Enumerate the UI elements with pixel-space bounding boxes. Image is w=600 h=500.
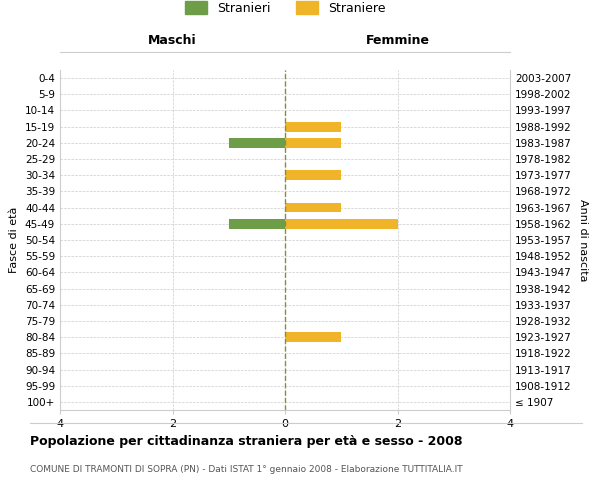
Bar <box>285 203 341 212</box>
Bar <box>229 138 285 147</box>
Bar <box>285 170 341 180</box>
Bar <box>229 219 285 228</box>
Text: Femmine: Femmine <box>365 34 430 48</box>
Text: COMUNE DI TRAMONTI DI SOPRA (PN) - Dati ISTAT 1° gennaio 2008 - Elaborazione TUT: COMUNE DI TRAMONTI DI SOPRA (PN) - Dati … <box>30 465 463 474</box>
Legend: Stranieri, Straniere: Stranieri, Straniere <box>185 2 386 15</box>
Text: Popolazione per cittadinanza straniera per età e sesso - 2008: Popolazione per cittadinanza straniera p… <box>30 435 463 448</box>
Bar <box>285 138 341 147</box>
Y-axis label: Anni di nascita: Anni di nascita <box>578 198 588 281</box>
Bar <box>285 122 341 132</box>
Text: Maschi: Maschi <box>148 34 197 48</box>
Y-axis label: Fasce di età: Fasce di età <box>10 207 19 273</box>
Bar <box>285 332 341 342</box>
Bar <box>285 219 398 228</box>
